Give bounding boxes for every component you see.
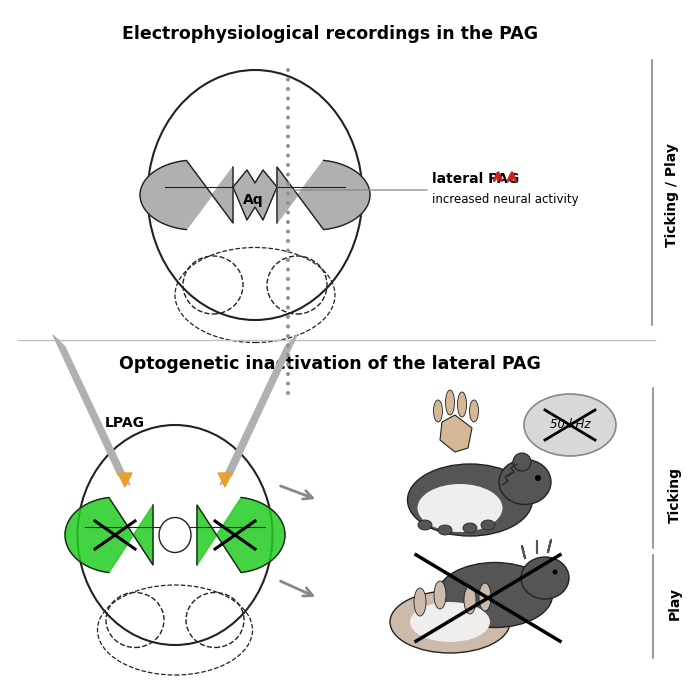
Ellipse shape <box>286 353 290 357</box>
Ellipse shape <box>286 391 290 395</box>
Text: Play: Play <box>668 587 682 620</box>
Ellipse shape <box>286 201 290 205</box>
Text: lateral PAG: lateral PAG <box>432 172 519 186</box>
Polygon shape <box>440 415 472 452</box>
Polygon shape <box>65 498 153 573</box>
Ellipse shape <box>286 106 290 110</box>
Text: Electrophysiological recordings in the PAG: Electrophysiological recordings in the P… <box>122 25 538 43</box>
Ellipse shape <box>286 153 290 158</box>
Ellipse shape <box>286 305 290 309</box>
Polygon shape <box>140 160 233 230</box>
Ellipse shape <box>286 192 290 195</box>
Polygon shape <box>218 473 232 487</box>
Ellipse shape <box>552 570 557 575</box>
Text: LPAG: LPAG <box>105 416 145 430</box>
Ellipse shape <box>286 258 290 262</box>
Ellipse shape <box>286 78 290 81</box>
Ellipse shape <box>286 182 290 186</box>
Text: Ticking / Play: Ticking / Play <box>665 143 679 247</box>
Ellipse shape <box>286 144 290 148</box>
Ellipse shape <box>438 563 552 627</box>
Ellipse shape <box>286 172 290 176</box>
Ellipse shape <box>286 87 290 91</box>
Text: Optogenetic inactivation of the lateral PAG: Optogenetic inactivation of the lateral … <box>119 355 541 373</box>
Ellipse shape <box>286 372 290 376</box>
Ellipse shape <box>535 475 541 481</box>
Ellipse shape <box>464 586 476 614</box>
Ellipse shape <box>418 520 432 530</box>
Ellipse shape <box>445 390 454 415</box>
Ellipse shape <box>458 392 466 417</box>
Ellipse shape <box>513 453 531 471</box>
Ellipse shape <box>286 315 290 319</box>
Polygon shape <box>220 335 297 485</box>
Ellipse shape <box>286 277 290 281</box>
Polygon shape <box>233 170 277 220</box>
Ellipse shape <box>286 382 290 386</box>
Polygon shape <box>277 160 370 230</box>
Ellipse shape <box>286 344 290 347</box>
Ellipse shape <box>433 400 442 422</box>
Ellipse shape <box>286 230 290 234</box>
Ellipse shape <box>521 557 569 599</box>
Ellipse shape <box>438 525 452 535</box>
Ellipse shape <box>481 520 495 530</box>
Ellipse shape <box>286 239 290 243</box>
Text: Ticking: Ticking <box>668 467 682 523</box>
Ellipse shape <box>286 286 290 290</box>
Ellipse shape <box>479 583 491 611</box>
Ellipse shape <box>410 602 490 642</box>
Ellipse shape <box>286 163 290 167</box>
Ellipse shape <box>390 591 510 653</box>
Text: 50 kHz: 50 kHz <box>550 419 590 431</box>
Polygon shape <box>118 473 132 487</box>
Ellipse shape <box>407 464 533 536</box>
Ellipse shape <box>286 97 290 101</box>
Ellipse shape <box>414 588 426 616</box>
Ellipse shape <box>159 517 191 552</box>
Ellipse shape <box>286 134 290 139</box>
Ellipse shape <box>286 363 290 367</box>
Ellipse shape <box>434 581 446 609</box>
Ellipse shape <box>286 211 290 214</box>
Text: Aq: Aq <box>243 193 263 207</box>
Ellipse shape <box>286 267 290 272</box>
Ellipse shape <box>499 459 551 505</box>
Ellipse shape <box>286 68 290 72</box>
Ellipse shape <box>286 334 290 338</box>
Polygon shape <box>197 498 285 573</box>
Ellipse shape <box>286 125 290 129</box>
Ellipse shape <box>286 220 290 224</box>
Polygon shape <box>53 335 130 485</box>
Ellipse shape <box>463 523 477 533</box>
Ellipse shape <box>524 394 616 456</box>
Text: increased neural activity: increased neural activity <box>432 193 579 206</box>
Ellipse shape <box>417 484 503 532</box>
Ellipse shape <box>286 296 290 300</box>
Ellipse shape <box>470 400 479 422</box>
Ellipse shape <box>286 116 290 120</box>
Ellipse shape <box>286 248 290 253</box>
Ellipse shape <box>286 325 290 328</box>
